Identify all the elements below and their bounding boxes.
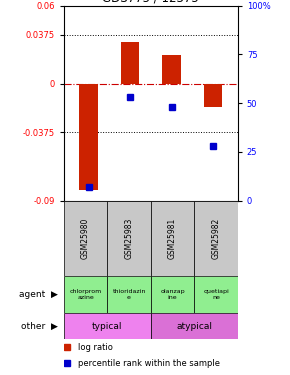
Bar bbox=[121, 42, 139, 84]
Bar bbox=[151, 313, 238, 339]
Text: log ratio: log ratio bbox=[78, 343, 113, 352]
Text: typical: typical bbox=[92, 322, 123, 331]
Text: GSM25983: GSM25983 bbox=[124, 217, 134, 259]
Bar bbox=[194, 276, 238, 313]
Bar bbox=[107, 276, 151, 313]
Bar bbox=[151, 201, 194, 276]
Text: chlorprom
azine: chlorprom azine bbox=[69, 289, 102, 300]
Text: quetiapi
ne: quetiapi ne bbox=[203, 289, 229, 300]
Bar bbox=[64, 276, 107, 313]
Text: other  ▶: other ▶ bbox=[21, 322, 58, 331]
Text: agent  ▶: agent ▶ bbox=[19, 290, 58, 299]
Bar bbox=[194, 201, 238, 276]
Text: olanzap
ine: olanzap ine bbox=[160, 289, 185, 300]
Text: percentile rank within the sample: percentile rank within the sample bbox=[78, 359, 220, 368]
Bar bbox=[162, 55, 181, 84]
Bar bbox=[64, 313, 151, 339]
Text: thioridazin
e: thioridazin e bbox=[112, 289, 146, 300]
Title: GDS775 / 12375: GDS775 / 12375 bbox=[102, 0, 199, 4]
Bar bbox=[64, 201, 107, 276]
Bar bbox=[204, 84, 222, 107]
Text: GSM25981: GSM25981 bbox=[168, 217, 177, 259]
Bar bbox=[107, 201, 151, 276]
Text: GSM25982: GSM25982 bbox=[211, 217, 221, 259]
Text: atypical: atypical bbox=[176, 322, 212, 331]
Text: GSM25980: GSM25980 bbox=[81, 217, 90, 259]
Bar bbox=[79, 84, 98, 190]
Bar bbox=[151, 276, 194, 313]
